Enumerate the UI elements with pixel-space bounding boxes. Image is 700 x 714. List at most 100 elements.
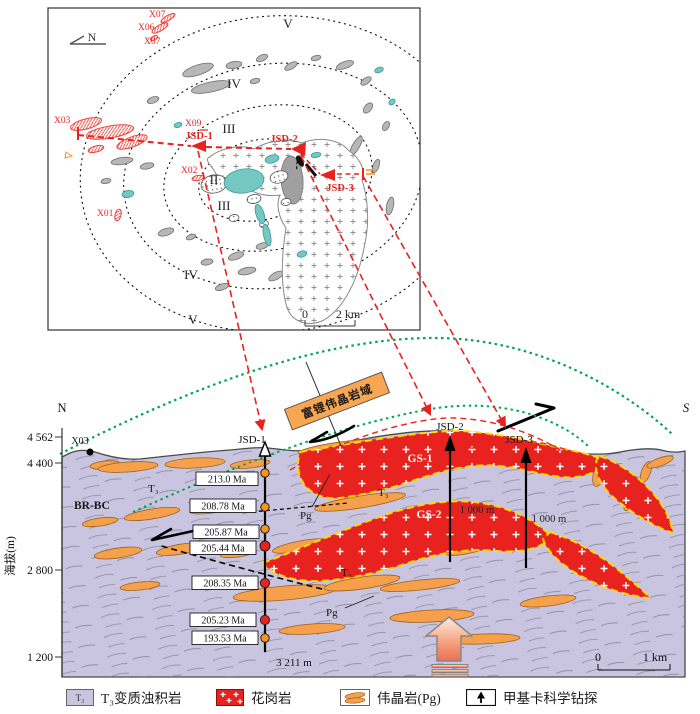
projection-line-jsd3 (362, 175, 507, 428)
speckled-blobs (200, 170, 292, 229)
age-label-6: 205.23 Ma (201, 616, 245, 627)
sample-x02: X02 (181, 166, 198, 176)
turbidite-swatch-text: T₃ (76, 693, 85, 703)
gray-rock-blobs (100, 53, 395, 291)
drill-jsd3: JSD-3 1 000 m (505, 434, 566, 568)
legend-item-pegmatite: 伟晶岩(Pg) (340, 686, 441, 708)
t3-label-a: T₃ (148, 483, 159, 495)
zone-iii-mid: III (223, 121, 236, 136)
turbidite-swatch: T₃ (66, 688, 94, 706)
cross-section-panel: GS-1 GS-2 BR-BC T₃ T₃ T₃ Pg Pg (61, 402, 686, 678)
jsd3-depth-label: 1 000 m (532, 514, 566, 525)
tick-4562: 4 562 (27, 432, 53, 444)
legend-label-pegmatite: 伟晶岩(Pg) (377, 691, 441, 706)
map-scale-label: 2 km (336, 307, 361, 321)
drilling-swatch (466, 688, 496, 706)
small-orange-mark (64, 151, 74, 159)
map-north-label: N (88, 30, 97, 44)
north-arrow: N (69, 30, 106, 45)
legend-item-turbidite: T₃ T₃变质浊积岩 (66, 686, 181, 708)
section-scale-zero: 0 (595, 650, 601, 664)
gs2-label: GS-2 (417, 509, 442, 521)
jsd2-depth-label: 1 000 m (460, 505, 494, 516)
jsd1-age-labels: 213.0 Ma 208.78 Ma 205.87 Ma 205.44 Ma 2… (189, 471, 260, 645)
legend: T₃ T₃变质浊积岩 花岗岩 伟晶岩(Pg) 甲基卡科学钻探 (0, 684, 700, 710)
sample-x03: X03 (54, 116, 71, 126)
legend-label-turbidite: T₃变质浊积岩 (101, 691, 182, 706)
age-label-2: 208.78 Ma (201, 502, 245, 513)
t3-label-c: T₃ (341, 567, 352, 579)
zone-iv-bottom: IV (184, 267, 198, 282)
sample-x07-lower: X07 (144, 37, 161, 47)
sample-x01: X01 (97, 209, 114, 219)
map-traverse (77, 127, 375, 181)
map-scale-bar: 0 2 km (302, 307, 361, 327)
jsd1-label: JSD-1 (238, 434, 266, 446)
tick-1200: 1 200 (27, 652, 53, 664)
sample-labels: X07 X06 X07 X03 X09 X02 X01 (54, 10, 202, 219)
legend-label-drilling: 甲基卡科学钻探 (503, 691, 598, 706)
pg-label-a: Pg (300, 510, 312, 522)
x03-surface-point: X03 (71, 436, 94, 456)
tick-4400: 4 400 (27, 458, 53, 470)
zone-v-top: V (283, 16, 293, 31)
age-label-1: 213.0 Ma (208, 475, 247, 486)
legend-label-granite: 花岗岩 (251, 691, 292, 706)
domain-box: 富锂伟晶岩域 (283, 371, 391, 431)
jsd3-arrowhead (520, 447, 532, 463)
projection-line-jsd1 (197, 150, 266, 432)
x03-section-label: X03 (71, 436, 88, 447)
map-drill-labels: JSD-1 JSD-2 JSD-3 (185, 131, 353, 194)
legend-item-drilling: 甲基卡科学钻探 (466, 686, 598, 708)
red-dome-arc-1 (289, 417, 581, 471)
zone-iii-lower: III (218, 198, 231, 213)
age-label-7: 193.53 Ma (203, 634, 247, 645)
section-south: S (683, 401, 690, 415)
sample-x07-top: X07 (149, 10, 166, 20)
zone-ii: II (210, 172, 219, 187)
jsd2-arrowhead (444, 435, 456, 451)
jsd1-map-marker (191, 140, 206, 152)
pegmatite-outcrops (69, 12, 205, 222)
age-label-4: 205.44 Ma (201, 544, 245, 555)
geologic-map-panel: N V IV III II III IV V X07 X06 X07 X03 X… (47, 7, 421, 331)
sample-x09: X09 (185, 119, 202, 129)
drill-jsd1: JSD-1 213.0 Ma 208.78 Ma 205.87 Ma 205.4… (189, 434, 312, 669)
t3-label-b: T₃ (378, 487, 389, 499)
elev-axis-label: 海拔(m) (3, 536, 17, 576)
zone-iv-top: IV (227, 76, 241, 91)
map-jsd1-label: JSD-1 (185, 131, 212, 142)
drill-jsd2: JSD-2 1 000 m (436, 421, 494, 562)
map-scale-zero: 0 (302, 307, 308, 321)
pg-label-b: Pg (326, 607, 338, 619)
orange-tick (366, 169, 375, 175)
gs1-label: GS-1 (408, 453, 433, 465)
tick-2800: 2 800 (27, 565, 53, 577)
jsd3-label: JSD-3 (505, 434, 533, 446)
age-label-3: 205.87 Ma (204, 528, 248, 539)
map-jsd2-label: JSD-2 (270, 134, 297, 145)
shear-arrow-right (496, 402, 556, 433)
red-dome-arc-2 (461, 440, 621, 490)
jsd2-label: JSD-2 (436, 421, 464, 433)
zone-labels: V IV III II III IV V (184, 16, 293, 327)
jsd2-map-marker (291, 142, 306, 156)
sample-x06: X06 (138, 23, 155, 33)
projection-line-jsd2 (300, 155, 432, 417)
section-scale-label: 1 km (643, 650, 668, 664)
age-label-5: 208.35 Ma (203, 579, 247, 590)
jsd3-map-marker (320, 169, 335, 181)
uplift-arrow (425, 616, 473, 678)
section-north: N (57, 401, 66, 415)
section-scale-bar: 0 1 km (595, 650, 671, 671)
section-orientation: N S (57, 401, 689, 415)
jsd1-collar-arrow (258, 440, 272, 457)
map-jsd3-label: JSD-3 (326, 183, 353, 194)
jsd1-age-markers (259, 468, 271, 643)
zone-v-bottom: V (188, 312, 198, 327)
elevation-axis: 4 562 4 400 2 800 1 200 海拔(m) (3, 428, 63, 677)
granite-swatch (216, 688, 244, 706)
pegmatite-swatch (340, 688, 370, 706)
